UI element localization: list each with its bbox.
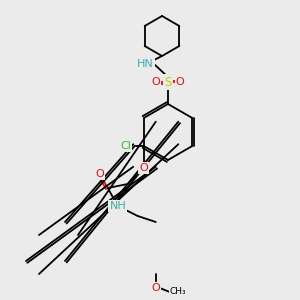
Text: NH: NH	[110, 201, 126, 211]
Text: CH₃: CH₃	[170, 287, 186, 296]
Text: O: O	[152, 283, 160, 293]
Text: Cl: Cl	[120, 141, 131, 151]
Text: O: O	[140, 163, 148, 173]
Text: O: O	[176, 77, 184, 87]
Text: HN: HN	[137, 59, 154, 69]
Text: S: S	[164, 76, 172, 88]
Text: O: O	[95, 169, 104, 179]
Text: O: O	[152, 77, 160, 87]
